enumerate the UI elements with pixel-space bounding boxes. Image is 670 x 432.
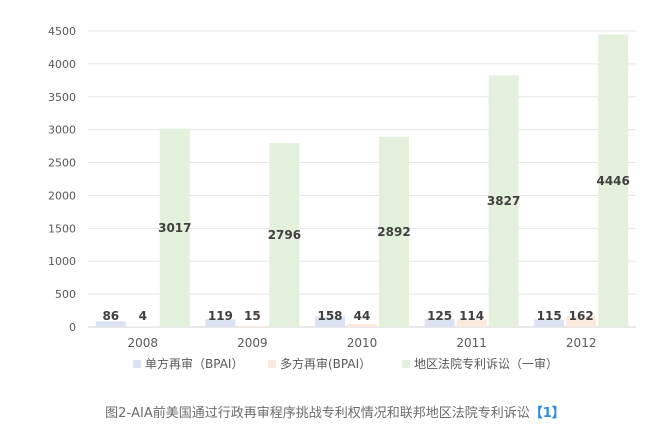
bar (205, 319, 236, 327)
y-tick-label: 4000 (48, 58, 76, 71)
data-label: 162 (569, 309, 594, 323)
bar (347, 324, 377, 327)
x-tick-label: 2009 (237, 336, 268, 350)
legend-label: 单方再审（BPAI） (145, 356, 243, 371)
bar (159, 128, 190, 327)
data-label: 4446 (596, 174, 629, 188)
y-tick-label: 3000 (48, 124, 76, 137)
caption-text: 图2-AIA前美国通过行政再审程序挑战专利权情况和联邦地区法院专利诉讼 (105, 406, 530, 421)
legend-swatch (402, 360, 410, 368)
data-label: 2892 (377, 225, 410, 239)
bar (534, 319, 565, 327)
data-label: 3017 (158, 221, 191, 235)
data-label: 125 (427, 309, 452, 323)
bar (598, 34, 629, 327)
data-label: 86 (102, 309, 119, 323)
x-tick-label: 2012 (566, 336, 597, 350)
bar-chart-svg: 0 500 1000 1500 2000 2500 3000 3500 4000 4500 86 4 3… (48, 25, 636, 371)
bar (95, 321, 126, 327)
bar (566, 316, 597, 327)
caption-reference-link[interactable]: 【1】 (529, 406, 565, 421)
bar (269, 143, 300, 327)
bar (237, 326, 268, 327)
data-label: 158 (317, 309, 342, 323)
bar (379, 136, 409, 327)
y-tick-label: 2500 (48, 157, 76, 170)
data-label: 115 (537, 309, 562, 323)
y-tick-label: 1500 (48, 222, 76, 235)
y-tick-label: 3500 (48, 91, 76, 104)
legend-swatch (268, 360, 276, 368)
x-tick-label: 2010 (347, 336, 378, 350)
data-label: 15 (244, 309, 261, 323)
data-label: 44 (354, 309, 371, 323)
x-tick-label: 2011 (456, 336, 487, 350)
data-label: 119 (208, 309, 233, 323)
y-tick-label: 4500 (48, 25, 76, 38)
data-label: 3827 (487, 194, 520, 208)
y-tick-label: 1000 (48, 255, 76, 268)
figure-caption: 图2-AIA前美国通过行政再审程序挑战专利权情况和联邦地区法院专利诉讼【1】 (0, 402, 670, 421)
bar (456, 319, 487, 327)
legend-swatch (133, 360, 141, 368)
bar (488, 75, 519, 327)
y-tick-label: 0 (69, 321, 76, 334)
y-tick-label: 500 (55, 288, 76, 301)
y-tick-label: 2000 (48, 189, 76, 202)
data-label: 2796 (268, 228, 301, 242)
x-tick-label: 2008 (128, 336, 159, 350)
bar (424, 318, 455, 327)
data-label: 4 (139, 309, 147, 323)
data-label: 114 (459, 309, 484, 323)
chart: 0 500 1000 1500 2000 2500 3000 3500 4000 4500 86 4 3… (48, 25, 636, 371)
legend-label: 地区法院专利诉讼（一审） (414, 356, 558, 371)
legend-label: 多方再审(BPAI） (280, 356, 371, 371)
bar (315, 316, 345, 327)
